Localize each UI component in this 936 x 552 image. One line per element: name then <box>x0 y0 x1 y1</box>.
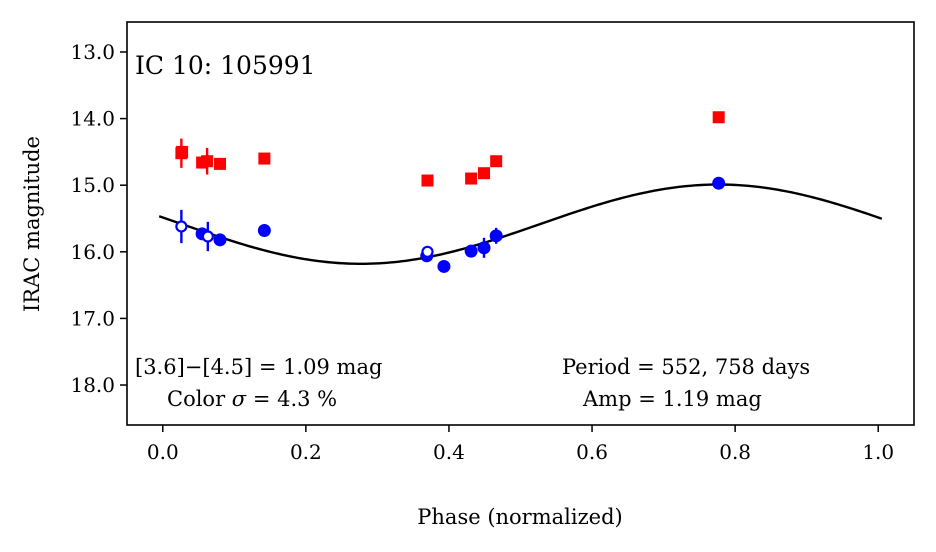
sigma-symbol: σ <box>232 387 247 411</box>
irac-45-point <box>465 172 478 185</box>
amplitude-annotation: Amp = 1.19 mag <box>582 387 762 411</box>
irac-36-point <box>477 241 491 255</box>
x-tick-label: 0.6 <box>576 440 608 464</box>
irac-36-point <box>712 176 726 190</box>
model-curve <box>158 183 883 266</box>
irac-36-open-point <box>175 220 188 233</box>
axes-frame <box>126 21 915 426</box>
y-tick-label: 17.0 <box>70 306 115 330</box>
axis-ticks: 0.0 0.2 0.4 0.6 0.8 1.0 13.0 14.0 15.0 16.0 17.0 18… <box>70 40 894 464</box>
color-sigma-annotation: Color σ = 4.3 % <box>167 387 337 411</box>
y-tick-label: 14.0 <box>70 107 115 131</box>
irac-36-point <box>213 233 227 247</box>
irac-36-open-point <box>201 230 214 243</box>
irac-45-point <box>490 155 503 168</box>
x-tick-label: 0.2 <box>290 440 322 464</box>
irac-45-point <box>214 157 227 170</box>
x-tick-label: 1.0 <box>862 440 894 464</box>
y-axis-label: IRAC magnitude <box>20 136 44 312</box>
irac-45-point <box>258 152 271 165</box>
y-tick-label: 18.0 <box>70 373 115 397</box>
irac-45-point <box>201 155 214 168</box>
irac-45-point <box>421 174 434 187</box>
irac-36-point <box>437 259 451 273</box>
y-tick-label: 13.0 <box>70 40 115 64</box>
plot-area <box>158 111 883 273</box>
x-tick-label: 0.4 <box>433 440 465 464</box>
irac-45-point <box>176 145 189 158</box>
irac-36-point <box>464 244 478 258</box>
color-annotation: [3.6]−[4.5] = 1.09 mag <box>135 355 382 379</box>
x-tick-label: 0.0 <box>147 440 179 464</box>
irac-45-point <box>712 111 725 124</box>
x-tick-label: 0.8 <box>719 440 751 464</box>
y-tick-label: 16.0 <box>70 240 115 264</box>
irac-36-point <box>489 229 503 243</box>
color-sigma-suffix: = 4.3 % <box>246 387 337 411</box>
period-annotation: Period = 552, 758 days <box>562 355 810 379</box>
irac-36-open-point <box>421 245 434 258</box>
plot-title: IC 10: 105991 <box>135 51 316 80</box>
irac-45-point <box>478 167 491 180</box>
x-axis-label: Phase (normalized) <box>417 505 622 529</box>
irac-36-point <box>257 223 271 237</box>
y-tick-label: 15.0 <box>70 173 115 197</box>
color-sigma-prefix: Color <box>167 387 232 411</box>
